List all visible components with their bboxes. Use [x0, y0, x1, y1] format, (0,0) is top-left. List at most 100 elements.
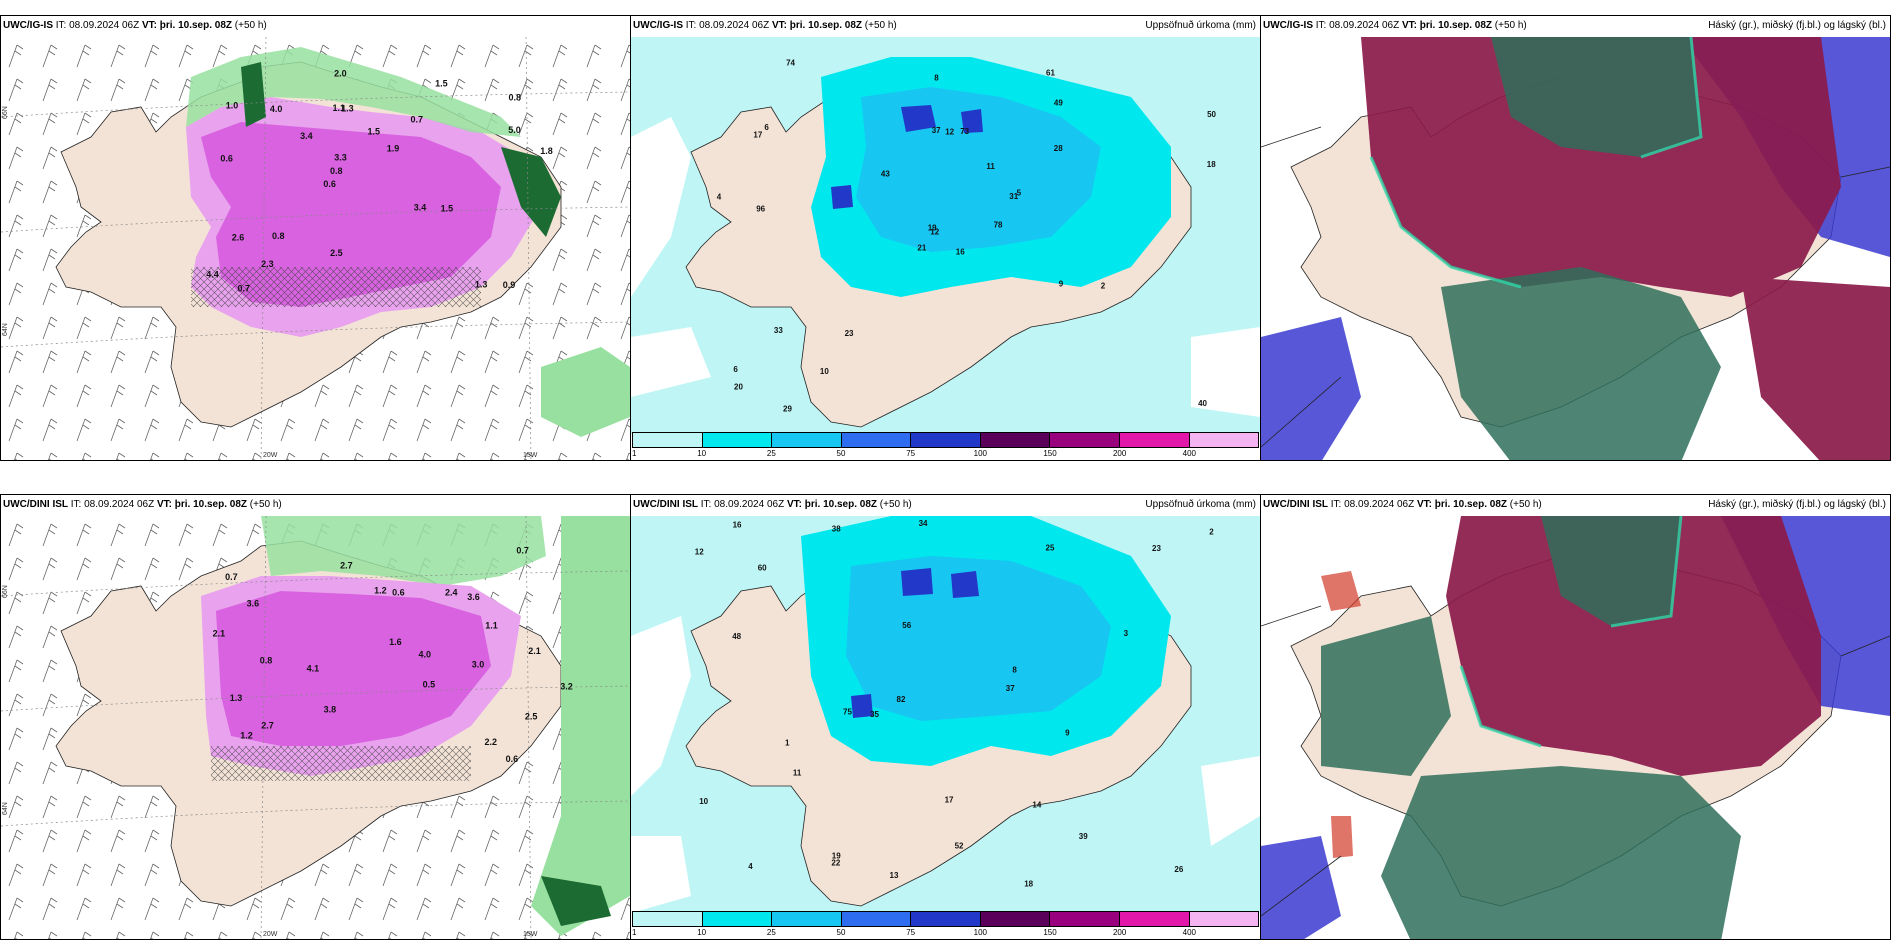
value-label: 1.3: [341, 104, 354, 114]
teal-edges: [1369, 37, 1703, 289]
colorbar-bin: [772, 433, 842, 447]
value-label: 11: [986, 162, 995, 171]
snow-map: 20W 15W 66N 64N 0.9 0.6 0.8 0.6 0.7 0.7 1.1 1.5…: [1, 37, 630, 460]
colorbar-tick-label: 75: [906, 928, 916, 937]
graticule: [1, 516, 630, 939]
panel-clouds-dini: UWC/DINI ISL IT: 08.09.2024 06Z VT: þri.…: [1260, 494, 1891, 940]
green-east: [531, 516, 630, 936]
value-label: 61: [1046, 68, 1055, 77]
value-label: 0.9: [503, 280, 516, 290]
value-label: 13: [890, 871, 899, 880]
colorbar-tick-label: 400: [1182, 928, 1197, 937]
hatched-area: [191, 267, 481, 307]
panel-snow-igis: UWC/IG-IS IT: 08.09.2024 06Z VT: þri. 10…: [0, 15, 631, 461]
lon-label-15w: 15W: [523, 931, 538, 938]
precip-value-labels: 1318193938607526345623528217253748223512…: [695, 519, 1215, 888]
value-label: 2.5: [330, 248, 343, 258]
lat-label-66n: 66N: [2, 106, 9, 119]
colorbar-bin: [1050, 433, 1120, 447]
value-label: 3.4: [300, 131, 313, 141]
snow-value-labels: 0.6 0.8 0.5 0.7 2.5 3.6 2.7 4.1 3.6 1.2 2.4 2.2 3.8 2…: [213, 545, 573, 763]
precip-dark-cores: [851, 568, 979, 718]
value-label: 19: [832, 851, 841, 860]
panel-title: UWC/IG-IS IT: 08.09.2024 06Z VT: þri. 10…: [1263, 20, 1527, 31]
value-label: 0.8: [509, 92, 522, 102]
colorbar-ticks: 1 10 25 50 75 100 150 200 400: [632, 928, 1259, 939]
colorbar-ticks: 1 10 25 50 75 100 150 200 400: [632, 449, 1259, 460]
precip-colorbar: [632, 911, 1259, 927]
value-label: 56: [902, 621, 911, 630]
value-label: 0.7: [238, 284, 251, 294]
value-label: 2.3: [261, 259, 274, 269]
value-label: 2: [1101, 282, 1106, 291]
colorbar-bin: [841, 912, 912, 926]
lon-label-15w: 15W: [523, 452, 538, 459]
colorbar-tick-label: 75: [906, 449, 916, 458]
colorbar-bin: [1189, 433, 1259, 447]
value-label: 0.6: [323, 179, 336, 189]
value-label: 38: [832, 525, 841, 534]
value-label: 43: [881, 170, 890, 179]
value-label: 5: [1017, 189, 1022, 198]
colorbar-bin: [1050, 912, 1120, 926]
value-label: 3.0: [472, 659, 485, 669]
precip-blue-area: [846, 556, 1111, 721]
value-label: 16: [733, 521, 742, 530]
value-label: 82: [897, 695, 906, 704]
value-label: 1.1: [485, 620, 498, 630]
snow-value-labels: 0.9 0.6 0.8 0.6 0.7 0.7 1.1 1.5 2.6 3.4 4.4 2.3 1.3 1…: [206, 69, 553, 294]
precip-map: 1617126312361734978744096502128293711334…: [631, 37, 1260, 434]
value-label: 74: [786, 59, 795, 68]
panel-title: UWC/DINI ISL IT: 08.09.2024 06Z VT: þri.…: [633, 499, 912, 510]
value-label: 1.5: [368, 126, 381, 136]
value-label: 3.6: [247, 598, 260, 608]
value-label: 3.8: [324, 704, 337, 714]
value-label: 1.9: [387, 143, 400, 153]
value-label: 2.4: [445, 588, 458, 598]
value-label: 0.5: [423, 679, 436, 689]
value-label: 12: [930, 227, 939, 236]
low-cloud-blue: [1261, 516, 1890, 939]
green-band-north: [186, 47, 521, 137]
value-label: 18: [1024, 880, 1033, 889]
value-label: 0.6: [506, 754, 519, 764]
colorbar-bin: [633, 433, 703, 447]
value-label: 0.7: [225, 572, 238, 582]
value-label: 1.3: [230, 693, 243, 703]
value-label: 96: [756, 204, 765, 213]
value-label: 0.6: [220, 154, 233, 164]
value-label: 2.1: [213, 628, 226, 638]
value-label: 26: [1174, 865, 1183, 874]
value-label: 1.0: [226, 101, 239, 111]
colorbar-tick-label: 50: [836, 449, 846, 458]
lat-label-64n: 64N: [2, 802, 9, 815]
value-label: 20: [734, 383, 743, 392]
value-label: 4: [717, 193, 722, 202]
value-label: 10: [699, 797, 708, 806]
value-label: 49: [1054, 99, 1063, 108]
value-label: 1.5: [435, 79, 448, 89]
value-label: 3.6: [467, 592, 480, 602]
panel-title: UWC/IG-IS IT: 08.09.2024 06Z VT: þri. 10…: [3, 20, 267, 31]
value-label: 10: [820, 367, 829, 376]
value-label: 4: [748, 862, 753, 871]
value-label: 8: [934, 73, 939, 82]
colorbar-bin: [980, 433, 1051, 447]
value-label: 1.8: [540, 146, 553, 156]
value-label: 3.4: [414, 202, 427, 212]
value-label: 48: [732, 632, 741, 641]
colorbar-bin: [1119, 433, 1190, 447]
colorbar-tick-label: 50: [836, 928, 846, 937]
value-label: 2.7: [261, 721, 274, 731]
value-label: 8: [1012, 665, 1017, 674]
colorbar-tick-label: 200: [1112, 449, 1127, 458]
value-label: 1.2: [240, 730, 253, 740]
cloud-map: [1261, 516, 1890, 939]
precip-colorbar: [632, 432, 1259, 448]
value-label: 1: [785, 739, 790, 748]
colorbar-bin: [980, 912, 1051, 926]
snow-map: 20W 15W 66N 64N 0.6 0.8 0.5 0.7 2.5 3.6 2.7 4.1…: [1, 516, 630, 939]
value-label: 22: [831, 859, 840, 868]
value-label: 6: [764, 123, 769, 132]
hatched-area: [211, 746, 471, 781]
